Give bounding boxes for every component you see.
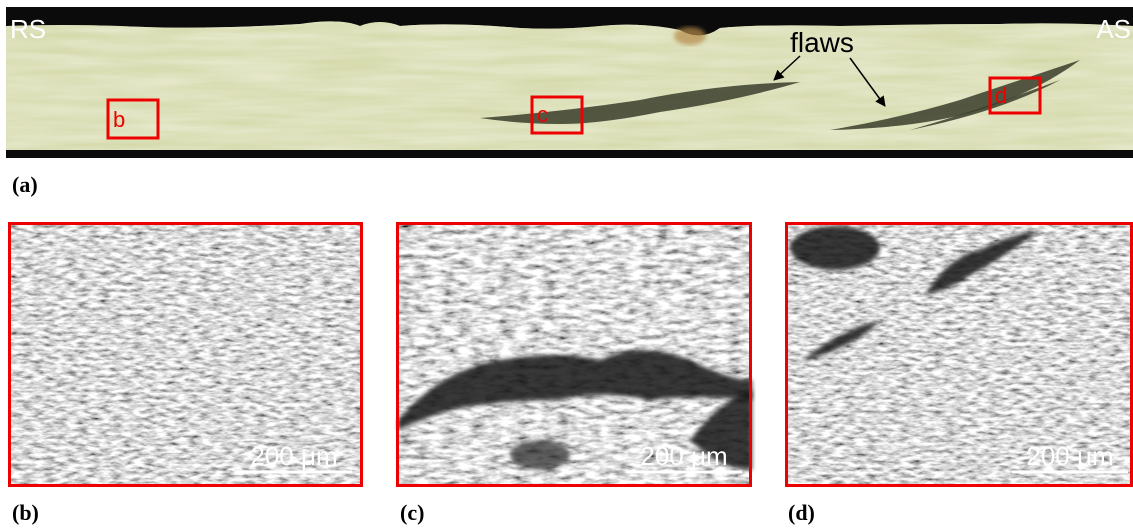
- box-label: d: [995, 83, 1007, 108]
- figure: RS AS flaws b c d (a) 200 μm (b) 200 μm …: [0, 0, 1133, 529]
- panel-d: 200 μm (d): [785, 222, 1133, 525]
- panel-b: 200 μm (b): [8, 222, 363, 525]
- weld-texture: [6, 21, 1133, 150]
- flaws-annotation: flaws: [790, 27, 854, 58]
- flaw: [510, 440, 570, 470]
- panel-a: RS AS flaws b c d (a): [6, 7, 1133, 197]
- scale-label: 200 μm: [640, 441, 727, 471]
- stain: [674, 27, 706, 45]
- box-label: b: [113, 107, 125, 132]
- box-label: c: [537, 102, 548, 127]
- scale-label: 200 μm: [1026, 441, 1113, 471]
- flaw: [790, 226, 880, 270]
- as-label: AS: [1096, 14, 1131, 44]
- rs-label: RS: [10, 14, 46, 44]
- caption: (a): [12, 172, 38, 197]
- scale-label: 200 μm: [250, 441, 337, 471]
- caption: (b): [12, 500, 39, 525]
- caption: (d): [788, 500, 815, 525]
- panel-c: 200 μm (c): [396, 222, 752, 525]
- caption: (c): [400, 500, 424, 525]
